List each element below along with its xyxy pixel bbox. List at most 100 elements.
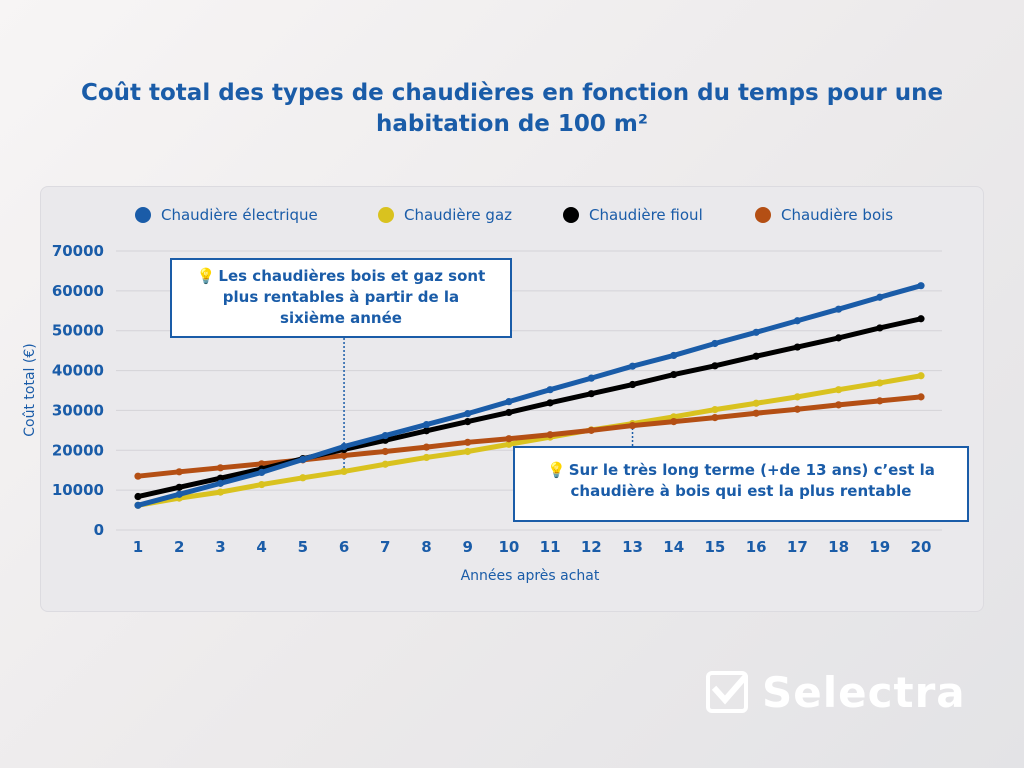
chart-title-line-2: habitation de 100 m²: [376, 111, 648, 137]
data-point-electrique: [505, 398, 513, 406]
x-tick-label: 17: [787, 538, 808, 556]
data-point-electrique: [546, 386, 554, 394]
x-tick-label: 20: [911, 538, 932, 556]
data-point-bois: [793, 405, 801, 413]
data-point-bois: [505, 435, 513, 443]
series-line-gaz: [135, 373, 924, 508]
lightbulb-icon: 💡: [196, 267, 216, 285]
annotation-line-1: 💡 Sur le très long terme (+de 13 ans) c’e…: [547, 461, 935, 479]
data-point-fioul: [793, 343, 801, 351]
data-point-fioul: [670, 370, 678, 379]
annotation-box-sixth-year: 💡 Les chaudières bois et gaz sont plus re…: [170, 258, 512, 338]
x-tick-label: 14: [663, 538, 684, 556]
legend-item-electrique: Chaudière électrique: [135, 206, 318, 224]
y-tick-label: 10000: [52, 481, 104, 499]
annotation-line-1: 💡 Les chaudières bois et gaz sont: [196, 267, 486, 285]
y-tick-label: 0: [94, 521, 104, 539]
x-tick-label: 10: [498, 538, 519, 556]
data-point-fioul: [917, 315, 925, 323]
data-point-bois: [752, 409, 760, 417]
data-point-bois: [628, 421, 637, 430]
brand-name: Selectra: [762, 667, 966, 717]
y-tick-label: 20000: [52, 441, 104, 459]
legend-label-fioul: Chaudière fioul: [589, 206, 703, 224]
data-point-fioul: [587, 390, 595, 398]
y-tick-label: 70000: [52, 242, 104, 260]
data-point-gaz: [422, 453, 431, 462]
y-tick-label: 40000: [52, 362, 104, 380]
data-point-electrique: [793, 317, 801, 325]
legend-label-gaz: Chaudière gaz: [404, 206, 513, 224]
data-point-fioul: [134, 492, 142, 501]
data-point-bois: [216, 464, 225, 472]
data-point-fioul: [546, 399, 554, 407]
data-point-gaz: [381, 460, 389, 468]
data-point-electrique: [381, 431, 389, 440]
checkmark-box-icon: [706, 671, 748, 713]
data-point-electrique: [340, 442, 348, 451]
data-point-gaz: [464, 447, 472, 456]
data-point-bois: [258, 460, 266, 468]
data-point-fioul: [422, 427, 431, 435]
chart-title-line-1: Coût total des types de chaudières en fo…: [80, 80, 944, 106]
x-tick-label: 1: [133, 538, 143, 556]
data-point-bois: [175, 468, 183, 476]
data-point-electrique: [628, 362, 637, 370]
data-point-gaz: [917, 372, 925, 380]
data-point-fioul: [834, 334, 843, 342]
x-tick-label: 4: [256, 538, 266, 556]
series-line-electrique: [135, 283, 924, 508]
data-point-bois: [340, 451, 348, 460]
data-point-fioul: [628, 380, 637, 389]
data-point-gaz: [258, 480, 266, 489]
x-tick-label: 5: [298, 538, 308, 556]
x-tick-label: 9: [462, 538, 472, 556]
y-tick-label: 50000: [52, 322, 104, 340]
annotation-box-long-term: 💡 Sur le très long terme (+de 13 ans) c’e…: [513, 446, 969, 522]
data-point-bois: [587, 426, 595, 434]
x-tick-label: 13: [622, 538, 643, 556]
data-point-gaz: [505, 440, 513, 448]
data-point-electrique: [876, 293, 884, 301]
x-tick-label: 6: [339, 538, 349, 556]
data-point-electrique: [422, 420, 431, 429]
data-point-fioul: [216, 474, 225, 482]
data-point-gaz: [711, 406, 719, 414]
legend-item-fioul: Chaudière fioul: [563, 206, 703, 224]
annotation-line-2: plus rentables à partir de la: [222, 288, 460, 306]
data-point-gaz: [752, 399, 760, 407]
data-point-bois: [917, 393, 925, 401]
data-point-gaz: [299, 474, 307, 482]
x-tick-label: 18: [828, 538, 849, 556]
x-axis-title: Années après achat: [461, 568, 600, 584]
legend-item-bois: Chaudière bois: [755, 206, 893, 224]
data-point-bois: [546, 431, 554, 439]
data-point-electrique: [464, 410, 472, 418]
data-point-bois: [464, 438, 472, 446]
series-electrique: [134, 282, 925, 509]
x-tick-label: 12: [581, 538, 602, 556]
data-point-electrique: [216, 479, 225, 487]
data-point-electrique: [752, 328, 760, 336]
y-tick-label: 60000: [52, 282, 104, 300]
legend-marker-bois: [755, 207, 771, 223]
series-bois: [134, 393, 925, 480]
x-tick-label: 15: [705, 538, 726, 556]
chart-legend: Chaudière électrique Chaudière gaz Chaud…: [0, 200, 1024, 232]
data-point-gaz: [340, 467, 348, 476]
legend-marker-fioul: [563, 207, 579, 223]
legend-label-electrique: Chaudière électrique: [161, 206, 318, 224]
data-point-bois: [711, 414, 719, 422]
x-tick-label: 16: [746, 538, 767, 556]
data-point-electrique: [917, 282, 925, 290]
data-point-bois: [876, 397, 884, 405]
x-tick-label: 2: [174, 538, 184, 556]
data-point-electrique: [258, 468, 266, 477]
y-axis-title: Coût total (€): [22, 343, 38, 436]
data-point-electrique: [834, 305, 843, 313]
annotation-line-2: chaudière à bois qui est la plus rentabl…: [570, 482, 912, 500]
data-point-electrique: [134, 501, 142, 509]
x-tick-label: 8: [421, 538, 431, 556]
data-point-bois: [670, 417, 678, 426]
